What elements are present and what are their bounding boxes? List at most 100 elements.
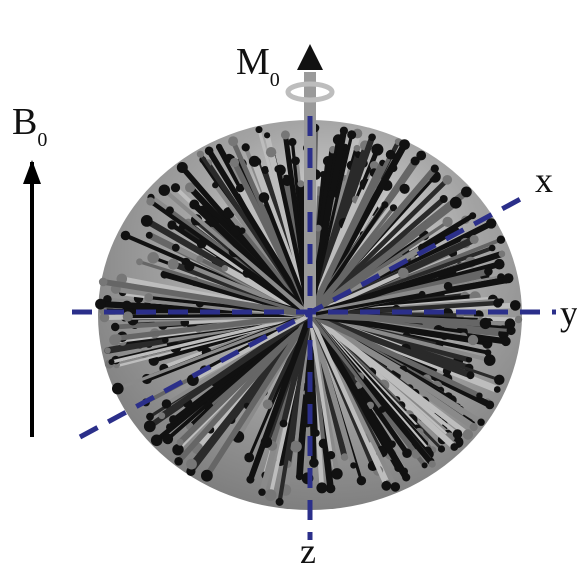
spin-arrow-tip (326, 451, 336, 460)
m0-arrow-ring (285, 81, 335, 103)
spin-arrow-tip (255, 126, 263, 134)
spin-arrow-tip (146, 197, 155, 206)
spin-arrow-tip (290, 440, 302, 453)
spin-arrow-tip (144, 293, 154, 302)
spin-arrow-tip (98, 277, 108, 287)
spin-arrow-tip (399, 183, 410, 194)
spin-arrow-tip (318, 438, 329, 449)
spin-arrow-tip (112, 382, 124, 395)
spin-arrow-tip (347, 130, 357, 140)
m0-label: M0 (236, 41, 280, 91)
spin-arrow-tip (170, 183, 181, 193)
spin-arrow-tip (176, 438, 184, 446)
spin-arrow-tip (150, 434, 163, 447)
spin-arrow-tip (314, 224, 322, 232)
spin-arrow (206, 147, 313, 318)
spin-arrow-tip (450, 443, 459, 451)
spin-arrow-tip (262, 399, 273, 410)
spin-arrow-tip (325, 483, 336, 494)
spin-arrow-tip (111, 322, 120, 332)
up-arrow-icon (297, 44, 323, 70)
spin-arrow-tip (228, 136, 239, 147)
spin-arrow-tip (241, 143, 250, 152)
spin-arrow-tip (501, 336, 511, 347)
spin-arrow-tip (169, 415, 179, 425)
spin-arrow (307, 312, 389, 488)
spin-arrow (158, 312, 313, 419)
spin-arrow-tip (439, 195, 448, 203)
spin-arrow-tip (244, 452, 255, 463)
spin-arrow-tip (143, 420, 156, 433)
spin-arrow (114, 312, 313, 341)
spin-arrow (203, 312, 313, 479)
spin-arrow-tip (185, 182, 196, 193)
spin-arrow (308, 313, 333, 458)
axis-y-label: y (560, 293, 577, 333)
spin-arrow-tip (443, 281, 453, 291)
spin-arrow-tip (494, 374, 505, 385)
spin-arrow-tip (479, 317, 492, 330)
b0-label: B0 (12, 101, 47, 151)
spin-arrow-tip (158, 412, 166, 420)
spin-arrow (308, 313, 384, 412)
axis-z-label: z (300, 531, 316, 569)
spin-arrow-tip (514, 315, 523, 324)
spin-arrow-tip (176, 162, 188, 173)
spin-arrow-tip (309, 458, 319, 468)
spin-arrow-tip (230, 225, 242, 237)
spin-arrow-tip (184, 261, 195, 272)
spin-arrow-tip (484, 349, 492, 356)
spin-arrow-tip (353, 144, 361, 152)
spin-arrow-tip (297, 180, 305, 188)
spin-arrow-tip (371, 143, 384, 156)
spin-arrow (100, 278, 313, 318)
x-axis-line (78, 193, 528, 440)
spin-arrow-tip (488, 244, 496, 252)
spin-arrow-tip (162, 433, 174, 445)
spin-arrow-tip (246, 475, 255, 484)
spin-arrow-tip (189, 199, 200, 210)
spin-arrow-tip (469, 212, 477, 220)
spin-arrow-tip (483, 354, 496, 366)
spin-arrow-tip (216, 143, 223, 150)
spin-arrow-tip (120, 230, 131, 241)
spin-arrow-tip (510, 300, 521, 311)
spin-arrow-tip (235, 183, 245, 193)
spin-arrow-tip (161, 399, 172, 409)
spin-arrow-tip (486, 218, 497, 229)
spin-arrow-tip (108, 359, 115, 365)
spin-arrow (306, 311, 489, 327)
spin-arrow-tip (122, 311, 133, 322)
spin-arrow-tip (390, 482, 401, 492)
spin-arrow-tip (174, 457, 183, 466)
spin-arrow-tip (381, 201, 389, 209)
spin-arrow-tip (167, 220, 177, 230)
spin-arrow-tip (99, 312, 110, 323)
spin-arrow-tip (502, 276, 510, 284)
spin-arrow-tip (421, 462, 428, 469)
spin-arrow-tip (399, 139, 410, 151)
spin-arrow (261, 195, 313, 318)
spin-arrow-tip (339, 126, 348, 135)
spin-arrow-tip (140, 215, 153, 227)
spin-arrow-tip (327, 190, 335, 198)
spin-arrow (308, 133, 354, 317)
spin-arrow (307, 312, 357, 469)
spin-arrow-tip (172, 444, 184, 456)
spin-arrow (307, 312, 484, 425)
spin-arrow-tip (201, 469, 213, 482)
spin-arrows (95, 123, 523, 506)
spin-arrow-tip (449, 196, 462, 209)
spin-arrow-tip (504, 318, 516, 330)
spin-arrow-tip (389, 204, 398, 212)
spin-arrow-tip (238, 227, 246, 234)
spin-arrow (308, 220, 450, 317)
b0-arrowhead (23, 160, 41, 184)
spin-arrow-tip (442, 216, 453, 227)
spin-arrow-tip (476, 392, 483, 399)
spin-arrow (247, 312, 313, 483)
spin-arrow-tip (465, 356, 473, 363)
spin-arrow-tip (467, 334, 479, 346)
spin-arrow-tip (484, 267, 493, 276)
spin-arrow-tip (381, 480, 392, 491)
